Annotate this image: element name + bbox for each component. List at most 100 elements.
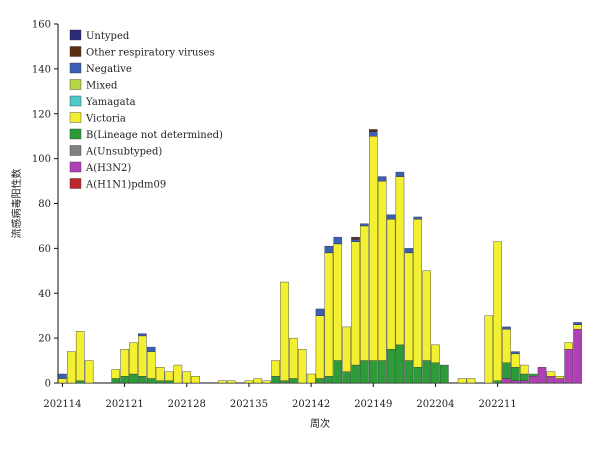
bar-segment xyxy=(138,376,147,384)
y-tick-label: 60 xyxy=(38,244,51,255)
bar-segment xyxy=(502,328,511,364)
bar-segment xyxy=(155,367,165,381)
bar-segment xyxy=(511,353,520,368)
bar-segment xyxy=(138,333,147,337)
bar-segment xyxy=(253,378,263,384)
bar-segment xyxy=(271,360,280,377)
bar-segment xyxy=(342,371,351,384)
bar-segment xyxy=(129,342,138,375)
legend-swatch xyxy=(69,178,82,189)
bar-segment xyxy=(306,373,316,384)
legend: Untyped Other respiratory viruses Negative… xyxy=(69,29,223,191)
y-tick-label: 100 xyxy=(32,154,51,165)
bar-segment xyxy=(528,373,538,377)
bar-segment xyxy=(120,349,129,377)
y-tick-label: 120 xyxy=(32,109,51,120)
legend-label: A(Unsubtyped) xyxy=(85,147,162,158)
bar-segment xyxy=(75,331,85,381)
bar-segment xyxy=(164,371,174,381)
legend-label: Victoria xyxy=(85,114,126,125)
legend-label: Mixed xyxy=(86,81,118,92)
bar-segment xyxy=(573,328,582,384)
x-tick-label: 202149 xyxy=(354,399,392,410)
bar-segment xyxy=(395,344,405,384)
bar-segment xyxy=(226,380,236,384)
bar-segment xyxy=(324,376,334,384)
legend-swatch xyxy=(69,161,82,173)
bar-segment xyxy=(146,351,156,379)
bar-segment xyxy=(315,315,325,379)
bar-segment xyxy=(191,376,200,384)
x-tick-label: 202211 xyxy=(479,399,517,410)
bar-segment xyxy=(484,315,494,384)
legend-label: B(Lineage not determined) xyxy=(86,130,223,141)
bar-segment xyxy=(404,360,414,384)
bar-segment xyxy=(360,225,369,361)
bar-segment xyxy=(431,362,440,384)
bar-segment xyxy=(120,376,129,384)
bar-segment xyxy=(466,378,476,384)
bar-segment xyxy=(315,378,325,384)
legend-label: Negative xyxy=(86,64,132,75)
bar-segment xyxy=(333,236,343,245)
bar-segment xyxy=(395,171,405,177)
y-tick-label: 40 xyxy=(38,289,51,300)
x-axis-ticks: 202114 202121 202128 202135 202142 202149 2022… xyxy=(43,383,517,410)
bar-segment xyxy=(324,252,334,377)
legend-swatch xyxy=(69,29,82,41)
bar-segment xyxy=(271,376,280,384)
bar-segment xyxy=(369,135,378,361)
bar-segment xyxy=(369,129,378,132)
y-tick-label: 80 xyxy=(38,199,51,210)
bar-segment xyxy=(493,241,502,381)
bar-segment xyxy=(537,367,547,384)
y-tick-label: 20 xyxy=(38,334,51,345)
x-tick-label: 202114 xyxy=(43,399,81,410)
bar-segment xyxy=(351,236,360,240)
bar-segment xyxy=(511,367,520,381)
bar-segment xyxy=(289,337,298,379)
y-tick-label: 140 xyxy=(32,64,51,75)
bar-segment xyxy=(422,360,431,384)
bar-segment xyxy=(244,380,254,384)
bar-segment xyxy=(173,364,183,384)
bar-segment xyxy=(297,349,307,384)
bar-segment xyxy=(342,326,351,372)
legend-swatch xyxy=(69,46,82,57)
x-tick-label: 202142 xyxy=(292,399,330,410)
bar-segment xyxy=(404,248,414,254)
legend-label: A(H3N2) xyxy=(85,163,131,174)
bar-segment xyxy=(519,380,529,384)
bar-segment xyxy=(218,380,227,384)
bars-layer xyxy=(58,129,582,384)
bar-segment xyxy=(519,364,529,375)
bar-segment xyxy=(333,360,343,384)
bar-segment xyxy=(431,344,440,364)
bar-segment xyxy=(493,380,502,384)
legend-swatch xyxy=(69,128,82,140)
bar-segment xyxy=(413,367,422,384)
legend-label: A(H1N1)pdm09 xyxy=(85,180,166,191)
y-axis-ticks: 0 20 40 60 80 100 120 140 160 xyxy=(32,20,58,390)
legend-swatch xyxy=(69,95,82,107)
bar-segment xyxy=(404,252,414,361)
bar-segment xyxy=(262,380,271,384)
bar-segment xyxy=(129,373,138,384)
bar-segment xyxy=(564,342,573,350)
legend-swatch xyxy=(69,145,82,156)
bar-segment xyxy=(502,326,511,330)
bar-segment xyxy=(111,369,121,379)
bar-segment xyxy=(395,176,405,346)
legend-swatch xyxy=(69,112,82,123)
bar-segment xyxy=(369,360,378,384)
bar-segment xyxy=(413,219,422,368)
x-axis-label: 周次 xyxy=(310,417,330,430)
bar-segment xyxy=(546,371,556,377)
bar-segment xyxy=(564,349,573,384)
bar-segment xyxy=(315,308,325,316)
bar-segment xyxy=(58,378,67,384)
bar-segment xyxy=(546,376,556,384)
bar-segment xyxy=(377,176,387,182)
legend-swatch xyxy=(69,79,82,90)
